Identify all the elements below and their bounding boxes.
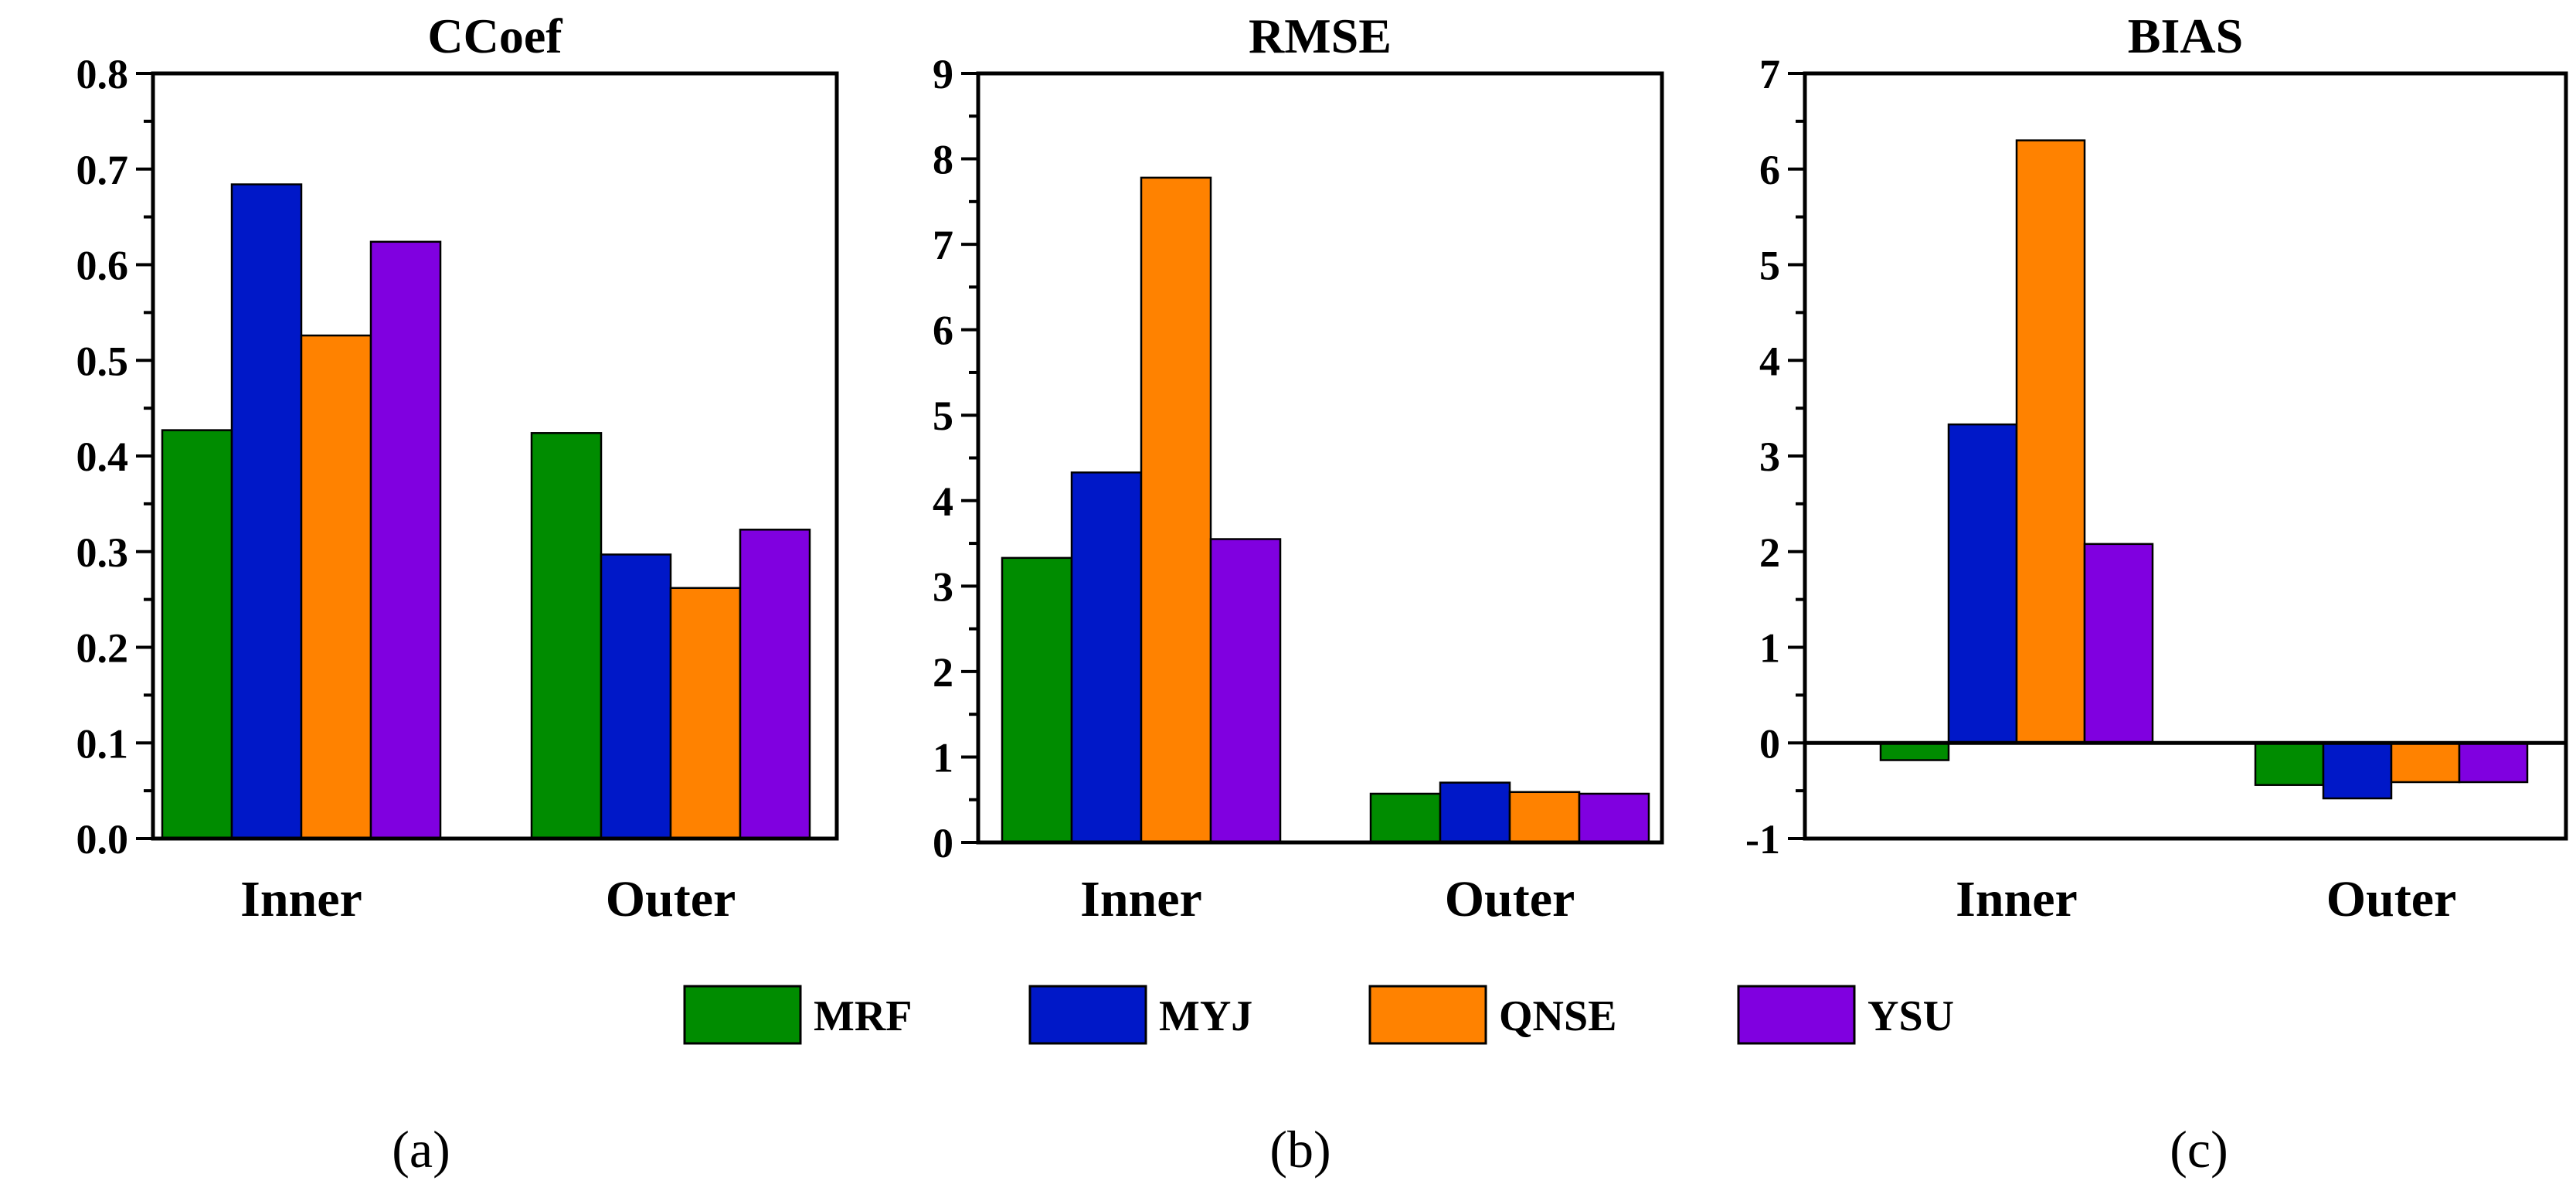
- y-tick-label: 6: [933, 308, 953, 354]
- bar-ysu-outer: [1578, 792, 1650, 844]
- y-tick-label: 0.5: [76, 338, 129, 384]
- bar-myj-outer: [600, 553, 672, 840]
- y-tick-label: 4: [1759, 338, 1780, 384]
- category-label: Inner: [1956, 871, 2078, 927]
- panel-label: (c): [2170, 1120, 2228, 1179]
- chart-title: CCoef: [427, 9, 562, 63]
- bar-myj-inner: [1070, 471, 1143, 844]
- y-tick-label: 0: [933, 820, 953, 866]
- y-tick-label: 2: [933, 649, 953, 696]
- y-tick-label: 8: [933, 137, 953, 183]
- chart-title: RMSE: [1249, 9, 1392, 63]
- y-tick-label: 0.8: [76, 51, 129, 97]
- bar-mrf-inner: [161, 429, 233, 840]
- chart-title: BIAS: [2128, 9, 2243, 63]
- y-tick-label: 0.1: [76, 720, 129, 767]
- legend: MRF MYJ QNSE YSU: [683, 985, 1954, 1045]
- bar-qnse-outer: [669, 587, 742, 840]
- plot-frame: [1803, 71, 2568, 841]
- legend-label-ysu: YSU: [1867, 992, 1954, 1040]
- panel-label: (b): [1269, 1120, 1330, 1179]
- bar-ysu-outer: [739, 529, 811, 840]
- category-label: Outer: [606, 871, 736, 927]
- category-label: Outer: [1445, 871, 1575, 927]
- bar-ysu-inner: [1209, 538, 1282, 844]
- y-tick-label: 5: [933, 393, 953, 439]
- bar-ysu-inner: [369, 240, 442, 840]
- bar-mrf-outer: [2254, 742, 2325, 786]
- bar-myj-outer: [1439, 781, 1511, 844]
- y-tick-label: 1: [933, 734, 953, 781]
- y-tick-label: 0: [1759, 720, 1780, 767]
- bar-mrf-outer: [530, 432, 603, 840]
- y-tick-label: 0.3: [76, 529, 129, 576]
- y-tick-label: 0.6: [76, 243, 129, 289]
- chart-panel-1: RMSE Inner Outer 0 1 2 3 4 5 6 7 8 9 (b): [933, 9, 1664, 1179]
- y-tick-label: -1: [1745, 816, 1780, 863]
- legend-swatch-ysu: [1737, 985, 1856, 1045]
- bar-myj-inner: [230, 183, 303, 840]
- y-tick-label: 5: [1759, 243, 1780, 289]
- category-label: Inner: [240, 871, 362, 927]
- legend-label-qnse: QNSE: [1499, 992, 1617, 1040]
- bar-ysu-outer: [2458, 742, 2529, 784]
- category-label: Outer: [2326, 871, 2457, 927]
- y-tick-label: 2: [1759, 529, 1780, 576]
- bar-myj-outer: [2322, 742, 2393, 800]
- y-tick-label: 1: [1759, 625, 1780, 672]
- y-tick-label: 0.4: [76, 434, 129, 480]
- bar-mrf-outer: [1369, 792, 1442, 844]
- bar-qnse-outer: [1508, 791, 1581, 844]
- y-tick-label: 0.2: [76, 625, 129, 672]
- y-tick-label: 7: [933, 222, 953, 268]
- bar-ysu-inner: [2083, 543, 2154, 744]
- y-tick-label: 4: [933, 478, 953, 525]
- y-tick-label: 0.0: [76, 816, 129, 863]
- legend-swatch-myj: [1028, 985, 1147, 1045]
- chart-panel-2: BIAS Inner Outer -1 0 1 2 3 4 5 6 7 (c): [1745, 9, 2568, 1179]
- y-tick-label: 0.7: [76, 147, 129, 193]
- bar-mrf-inner: [1879, 742, 1950, 761]
- y-tick-label: 3: [1759, 434, 1780, 480]
- bar-myj-inner: [1947, 423, 2018, 744]
- bar-qnse-inner: [1140, 176, 1212, 844]
- legend-swatch-qnse: [1368, 985, 1487, 1045]
- bar-qnse-outer: [2390, 742, 2461, 784]
- panel-label: (a): [392, 1120, 450, 1179]
- legend-label-myj: MYJ: [1159, 992, 1252, 1040]
- legend-label-mrf: MRF: [814, 992, 912, 1040]
- bar-qnse-inner: [300, 334, 372, 840]
- category-label: Inner: [1080, 871, 1202, 927]
- legend-swatch-mrf: [683, 985, 802, 1045]
- y-tick-label: 7: [1759, 51, 1780, 97]
- chart-panel-0: CCoef Inner Outer 0.0 0.1 0.2 0.3 0.4 0.5 0.6 0.7 0…: [76, 9, 839, 1179]
- bar-qnse-inner: [2015, 139, 2086, 744]
- y-tick-label: 6: [1759, 147, 1780, 193]
- y-tick-label: 3: [933, 563, 953, 610]
- y-tick-label: 9: [933, 51, 953, 97]
- bar-mrf-inner: [1001, 556, 1073, 844]
